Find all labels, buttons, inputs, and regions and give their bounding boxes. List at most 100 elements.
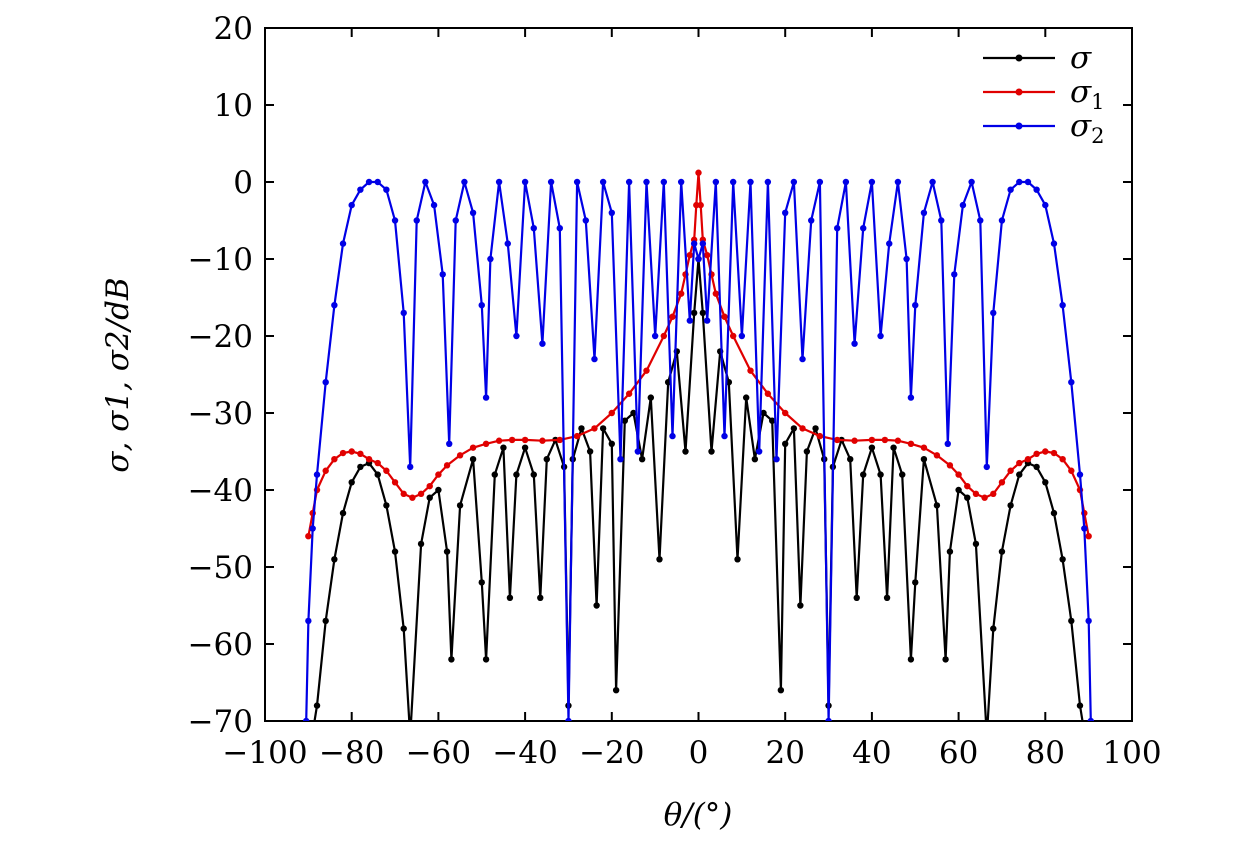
- data-point: [322, 379, 329, 386]
- data-point: [933, 502, 941, 509]
- data-point: [1068, 379, 1075, 386]
- data-point: [1016, 459, 1023, 467]
- data-point: [929, 178, 936, 186]
- data-point: [816, 432, 824, 440]
- data-point: [469, 456, 477, 463]
- data-point: [504, 240, 511, 247]
- data-point: [500, 444, 507, 451]
- data-point: [383, 186, 390, 193]
- y-tick-label: −10: [188, 242, 253, 278]
- plot-area-frame: [264, 27, 1133, 722]
- data-point: [972, 540, 980, 548]
- data-point: [981, 494, 988, 501]
- data-point: [695, 169, 702, 176]
- data-point: [422, 178, 429, 186]
- legend-label: σ2: [1070, 108, 1105, 148]
- data-point: [1085, 756, 1091, 762]
- data-point: [990, 309, 997, 317]
- data-point: [400, 490, 407, 498]
- data-point: [660, 178, 668, 186]
- data-point: [443, 548, 451, 555]
- data-point: [964, 494, 971, 501]
- data-point: [1007, 502, 1014, 509]
- data-point: [998, 217, 1006, 224]
- data-point: [682, 448, 689, 455]
- y-tick-label: 0: [233, 165, 253, 201]
- data-point: [751, 456, 759, 463]
- data-point: [712, 290, 720, 297]
- data-point: [391, 548, 399, 555]
- data-point: [448, 656, 455, 663]
- data-point: [456, 502, 464, 509]
- data-point: [1085, 533, 1092, 540]
- data-point: [695, 255, 702, 263]
- data-point: [886, 240, 893, 247]
- x-tick-label: 80: [1026, 735, 1065, 771]
- data-point: [1024, 178, 1032, 186]
- data-point: [1033, 186, 1040, 193]
- data-point: [907, 440, 915, 447]
- data-point: [1059, 456, 1066, 463]
- data-point: [938, 217, 945, 224]
- x-tick-label: −60: [406, 735, 471, 771]
- y-axis-title: σ, σ1, σ2/dB: [100, 277, 136, 472]
- data-point: [495, 437, 503, 444]
- data-point: [883, 594, 891, 601]
- x-tick-label: −100: [222, 735, 307, 771]
- data-point: [834, 436, 841, 444]
- data-point: [573, 432, 581, 440]
- data-point: [912, 302, 919, 309]
- data-point: [305, 617, 312, 625]
- data-point: [686, 251, 694, 259]
- data-point: [690, 309, 698, 317]
- data-point: [413, 217, 420, 224]
- data-point: [357, 450, 364, 458]
- data-point: [782, 440, 789, 447]
- data-point: [825, 717, 832, 721]
- data-point: [599, 425, 607, 432]
- data-point: [625, 178, 633, 186]
- data-point: [1024, 456, 1032, 463]
- data-point: [339, 449, 347, 457]
- series-layer: [302, 169, 1095, 762]
- legend-marker: [1015, 122, 1023, 130]
- data-point: [656, 556, 663, 563]
- data-point: [894, 178, 902, 186]
- data-point: [742, 394, 750, 401]
- data-point: [808, 217, 815, 224]
- legend-marker: [1015, 54, 1023, 62]
- data-point: [612, 687, 620, 694]
- data-point: [593, 602, 600, 609]
- data-point: [491, 471, 498, 478]
- data-point: [651, 332, 659, 340]
- data-point: [977, 217, 984, 224]
- data-point: [738, 332, 746, 340]
- data-point: [407, 463, 414, 471]
- data-point: [430, 201, 438, 209]
- data-point: [357, 186, 364, 193]
- data-point: [868, 444, 876, 451]
- data-point: [959, 201, 967, 209]
- data-point: [313, 471, 321, 478]
- data-point: [968, 178, 975, 186]
- data-point: [630, 409, 637, 417]
- x-tick-label: −40: [492, 735, 557, 771]
- data-point: [452, 217, 459, 224]
- data-point: [816, 178, 824, 186]
- data-point: [578, 425, 585, 432]
- data-point: [331, 456, 338, 463]
- data-point: [890, 444, 897, 451]
- data-point: [313, 702, 321, 709]
- data-point: [764, 178, 772, 186]
- x-tick-label: −80: [319, 735, 384, 771]
- legend-label: σ: [1070, 40, 1092, 76]
- data-point: [400, 625, 407, 632]
- data-point: [348, 201, 355, 209]
- data-point: [877, 471, 884, 478]
- data-point: [1050, 509, 1058, 517]
- data-point: [894, 437, 902, 444]
- data-point: [955, 471, 962, 478]
- data-point: [365, 178, 373, 186]
- x-tick-label: −20: [579, 735, 644, 771]
- data-point: [374, 459, 381, 467]
